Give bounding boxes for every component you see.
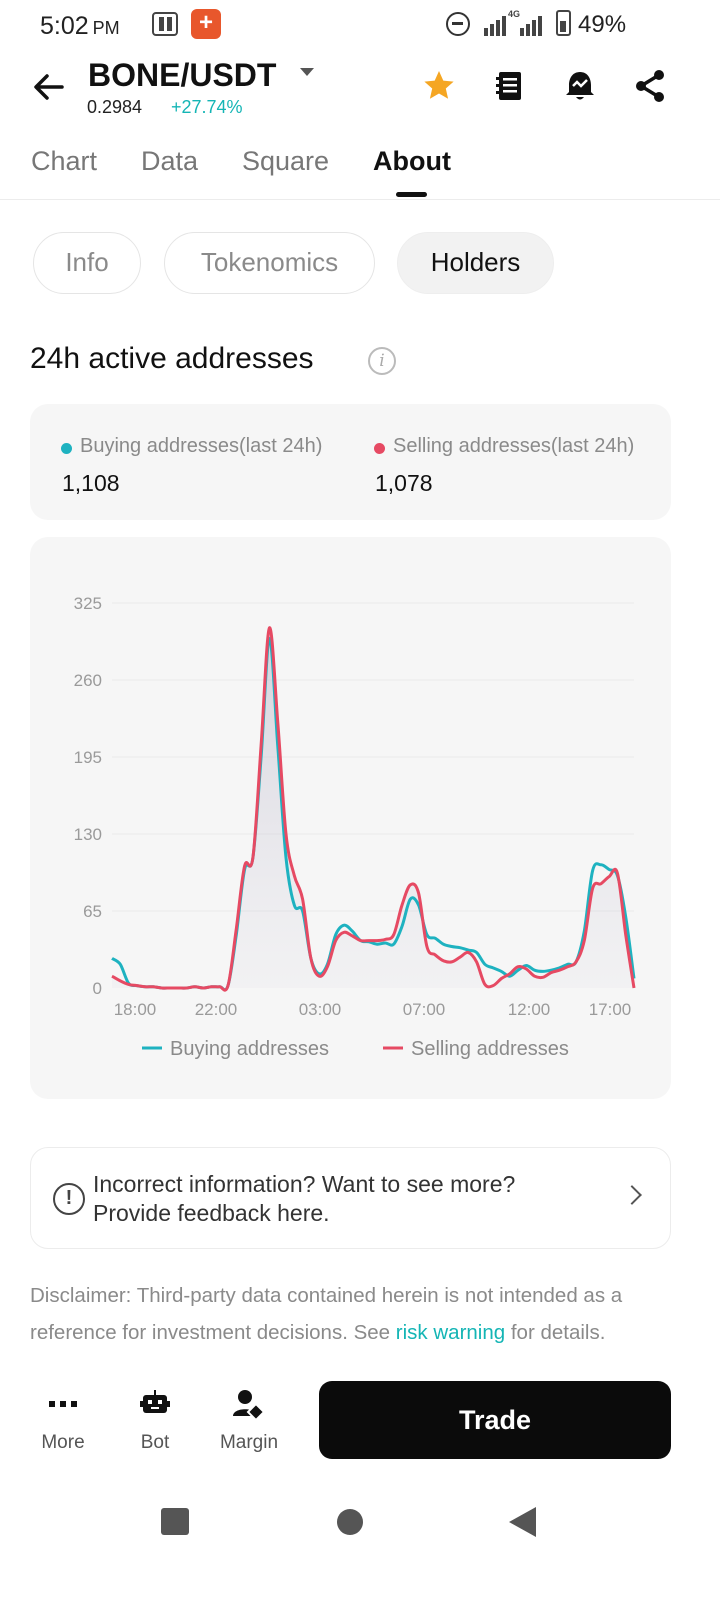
tab-about[interactable]: About xyxy=(373,146,451,176)
selling-series-line xyxy=(111,626,636,992)
line-chart: 0 65 130 195 260 325 18:00 22:00 03:00 07:00 12:00… xyxy=(74,594,636,1060)
chevron-down-icon[interactable] xyxy=(300,68,314,76)
y-tick-label: 260 xyxy=(74,671,102,690)
price-change: +27.74% xyxy=(171,97,243,117)
y-tick-label: 65 xyxy=(83,902,102,921)
margin-button[interactable]: Margin xyxy=(209,1388,289,1454)
tab-data[interactable]: Data xyxy=(141,146,199,176)
share-icon[interactable] xyxy=(632,68,668,104)
recents-nav-icon[interactable] xyxy=(161,1508,189,1535)
medical-app-icon: + xyxy=(191,9,221,39)
area-fill xyxy=(112,627,634,991)
x-tick-label: 12:00 xyxy=(508,1000,551,1019)
back-arrow-icon[interactable] xyxy=(32,70,66,104)
y-tick-label: 130 xyxy=(74,825,102,844)
stats-card: Buying addresses(last 24h) 1,108 Selling… xyxy=(30,404,671,520)
alert-circle-icon: ! xyxy=(53,1183,85,1215)
subtab-tokenomics[interactable]: Tokenomics xyxy=(164,232,375,294)
margin-user-icon xyxy=(233,1390,266,1422)
section-title: 24h active addresses xyxy=(30,342,314,375)
bot-button[interactable]: Bot xyxy=(115,1388,195,1454)
more-button[interactable]: More xyxy=(23,1388,103,1454)
buying-label: Buying addresses(last 24h) xyxy=(80,435,323,457)
selling-label: Selling addresses(last 24h) xyxy=(393,435,635,457)
x-tick-label: 17:00 xyxy=(589,1000,632,1019)
price-alert-bell-icon[interactable] xyxy=(562,68,598,104)
subtab-holders[interactable]: Holders xyxy=(397,232,554,294)
x-tick-label: 03:00 xyxy=(299,1000,342,1019)
tab-chart[interactable]: Chart xyxy=(31,146,98,176)
buying-value: 1,108 xyxy=(62,470,120,496)
active-addresses-chart[interactable]: 0 65 130 195 260 325 18:00 22:00 03:00 07:00 12:00… xyxy=(30,537,671,1099)
selling-dot xyxy=(374,443,385,454)
legend-label: Selling addresses xyxy=(411,1038,569,1060)
y-tick-label: 0 xyxy=(93,979,102,998)
more-dots-icon xyxy=(49,1401,77,1407)
x-tick-label: 18:00 xyxy=(114,1000,157,1019)
trade-button[interactable]: Trade xyxy=(319,1381,671,1459)
subtab-info[interactable]: Info xyxy=(33,232,141,294)
back-nav-icon[interactable] xyxy=(509,1507,536,1537)
last-price: 0.2984 xyxy=(87,97,143,117)
buying-series-line xyxy=(111,636,636,992)
robot-icon xyxy=(140,1390,170,1413)
x-tick-label: 07:00 xyxy=(403,1000,446,1019)
app-notification-icon xyxy=(152,12,178,36)
main-tabs: Chart Data Square About xyxy=(0,140,720,200)
selling-value: 1,078 xyxy=(375,470,433,496)
disclaimer: Disclaimer: Third-party data contained h… xyxy=(30,1284,623,1344)
notes-icon[interactable] xyxy=(492,68,528,104)
status-time: 5:02 PM xyxy=(40,12,120,40)
x-tick-label: 22:00 xyxy=(195,1000,238,1019)
do-not-disturb-icon xyxy=(446,12,470,36)
legend-label: Buying addresses xyxy=(170,1038,329,1060)
feedback-banner[interactable]: ! Incorrect information? Want to see mor… xyxy=(30,1147,671,1249)
favorite-star-icon[interactable] xyxy=(421,68,457,104)
pair-title[interactable]: BONE/USDT xyxy=(88,57,277,93)
feedback-line-2: Provide feedback here. xyxy=(93,1200,330,1226)
y-tick-label: 195 xyxy=(74,748,102,767)
status-bar: 5:02 PM + 4G 49% xyxy=(0,0,720,50)
chevron-right-icon xyxy=(622,1185,642,1205)
tab-square[interactable]: Square xyxy=(242,146,330,176)
network-type: 4G xyxy=(508,9,521,19)
y-tick-label: 325 xyxy=(74,594,102,613)
buying-dot xyxy=(61,443,72,454)
feedback-line-1: Incorrect information? Want to see more? xyxy=(93,1171,516,1197)
signal-icon xyxy=(484,12,544,36)
home-nav-icon[interactable] xyxy=(337,1509,363,1535)
risk-warning-link[interactable]: risk warning xyxy=(395,1321,506,1344)
battery-percent: 49% xyxy=(578,11,627,38)
info-icon[interactable]: i xyxy=(368,347,396,375)
battery-icon xyxy=(556,10,571,36)
active-tab-indicator xyxy=(396,192,427,197)
